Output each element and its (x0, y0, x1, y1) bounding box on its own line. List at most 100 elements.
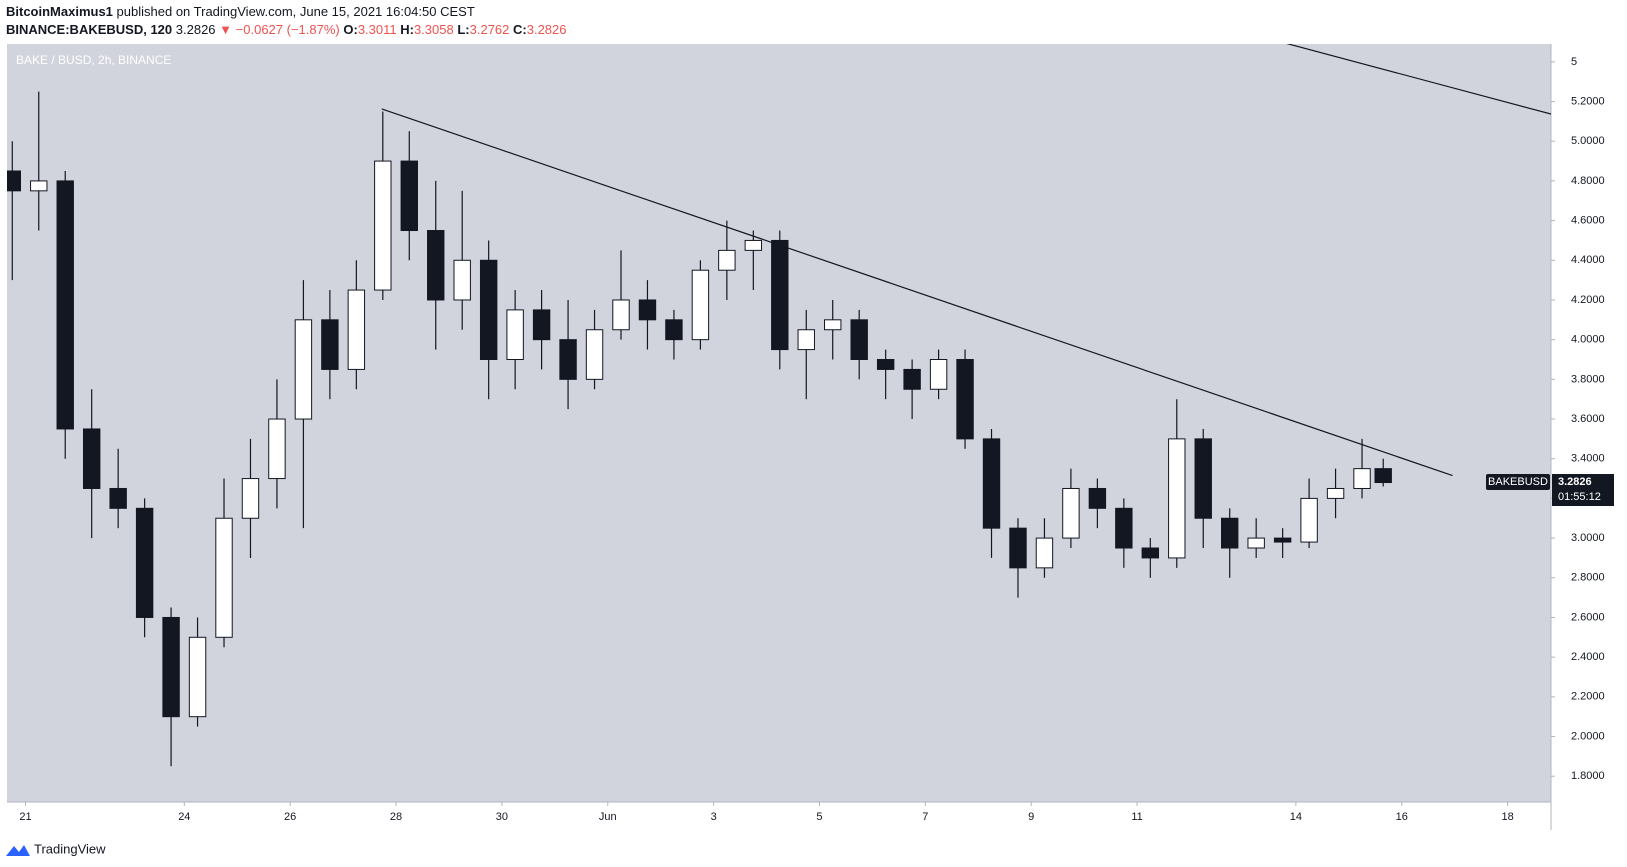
change: −0.0627 (−1.87%) (235, 22, 340, 37)
candle-body (1168, 438, 1186, 559)
x-tick-label: 24 (178, 811, 190, 823)
y-tick-label: 3.2000 (1571, 492, 1605, 504)
logo-icon (6, 845, 30, 856)
candle-body (188, 636, 207, 718)
candle-body (1273, 537, 1292, 543)
candle-body (479, 259, 498, 361)
x-tick-label: 9 (1028, 811, 1034, 823)
y-tick-label: 4.2000 (1571, 294, 1605, 306)
publish-line: BitcoinMaximus1 published on TradingView… (6, 4, 475, 19)
x-tick-label: 28 (390, 811, 402, 823)
y-tick-label: 2.0000 (1571, 730, 1605, 742)
l-label: L: (457, 22, 470, 37)
y-tick-label: 3.8000 (1571, 373, 1605, 385)
candle-body (109, 487, 127, 509)
candle-body (453, 259, 471, 301)
candle-body (824, 319, 842, 331)
candle-body (1088, 487, 1107, 509)
x-tick-label: 30 (496, 811, 508, 823)
x-tick-label: 14 (1290, 811, 1302, 823)
candle-body (1300, 497, 1318, 543)
h-label: H: (400, 22, 414, 37)
y-tick-label: 2.6000 (1571, 611, 1605, 623)
x-tick-label: 7 (922, 811, 928, 823)
candle-body (30, 180, 48, 192)
x-tick-label: Jun (599, 811, 617, 823)
candle-body (1374, 468, 1392, 484)
footer-logo: TradingView (6, 841, 106, 856)
candle-body (294, 319, 313, 420)
candle-body (1353, 468, 1371, 489)
candle-body (903, 368, 921, 390)
candle-body (7, 170, 21, 192)
candle-body (241, 478, 260, 519)
y-tick-label: 4.8000 (1571, 175, 1605, 187)
x-tick-label: 5 (816, 811, 822, 823)
candle-body (321, 319, 339, 370)
candle-body (268, 418, 286, 480)
x-tick-label: 26 (284, 811, 296, 823)
y-tick-label: 3.6000 (1571, 413, 1605, 425)
y-tick-label: 2.8000 (1571, 572, 1605, 584)
candle-body (1035, 537, 1054, 569)
x-tick-label: 21 (19, 811, 31, 823)
x-tick-label: 16 (1396, 811, 1408, 823)
trendline (381, 108, 1453, 477)
y-tick-label: 4.6000 (1571, 215, 1605, 227)
o: 3.3011 (357, 22, 397, 37)
x-tick-label: 11 (1131, 811, 1142, 823)
candle-body (929, 359, 948, 390)
candle-body (374, 160, 392, 291)
candle-body (691, 269, 710, 341)
y-tick-label: 5.0000 (1571, 135, 1605, 147)
x-tick-label: 18 (1501, 811, 1513, 823)
published: published on TradingView.com, June 15, 2… (116, 4, 475, 19)
candle-body (506, 309, 524, 361)
candle-body (850, 319, 868, 361)
y-tick-label: 4.4000 (1571, 254, 1605, 266)
l: 3.2762 (469, 22, 510, 37)
y-tick-label: 5.2000 (1571, 95, 1605, 107)
author: BitcoinMaximus1 (6, 4, 113, 19)
candle-body (744, 239, 763, 251)
candle-body (1141, 547, 1160, 559)
candle-body (347, 289, 366, 370)
price-tag-countdown: 01:55:12 (1558, 491, 1601, 503)
candle-body (135, 507, 154, 618)
y-tick-label: 4.0000 (1571, 334, 1605, 346)
x-tick-label: 3 (711, 811, 717, 823)
candle-body (1247, 537, 1265, 549)
candle-body (532, 309, 551, 341)
plot-background (7, 44, 1551, 802)
candle-body (427, 230, 445, 301)
price-tag (1552, 474, 1614, 507)
chart-title: BAKE / BUSD, 2h, BINANCE (16, 53, 171, 67)
candle-body (665, 319, 683, 341)
price-tag-value: 3.2826 (1558, 476, 1592, 488)
y-axis-label: BUSD (1570, 54, 1601, 66)
c: 3.2826 (526, 22, 567, 37)
y-tick-label: 2.2000 (1571, 691, 1605, 703)
candle-body (1062, 487, 1080, 539)
symbol: BINANCE:BAKEBUSD, 120 (6, 22, 173, 37)
candle-body (797, 329, 815, 351)
candle-body (1009, 527, 1027, 569)
candle-body (612, 299, 630, 331)
c-label: C: (513, 22, 527, 37)
candle-body (638, 299, 657, 321)
candle-body (1115, 507, 1133, 549)
o-label: O: (343, 22, 358, 37)
candle-body (718, 249, 736, 271)
brand: TradingView (34, 841, 106, 856)
arrow: ▼ (219, 22, 233, 37)
last: 3.2826 (175, 22, 216, 37)
y-tick-label: 1.8000 (1571, 770, 1605, 782)
trendline (1286, 44, 1551, 115)
candle-body (1326, 487, 1345, 499)
candle-body (215, 517, 233, 638)
y-tick-label: 2.4000 (1571, 651, 1605, 663)
candle-body (162, 616, 180, 718)
h: 3.3058 (413, 22, 454, 37)
candle-body (876, 359, 895, 370)
